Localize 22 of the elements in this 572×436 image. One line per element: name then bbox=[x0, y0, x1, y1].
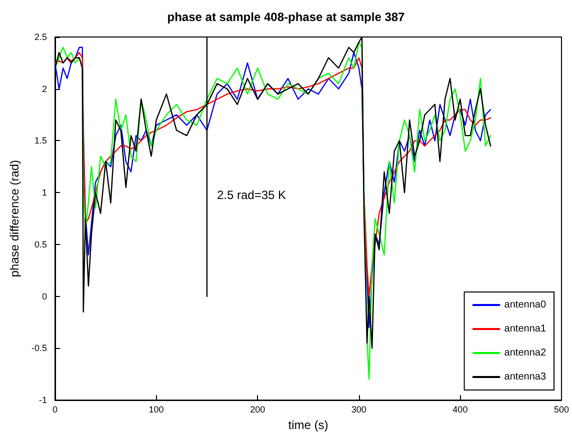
y-tick-label: 0.5 bbox=[34, 239, 47, 250]
y-tick-label: -0.5 bbox=[31, 343, 47, 354]
legend-label: antenna0 bbox=[504, 300, 546, 310]
y-tick-label: 2 bbox=[42, 84, 47, 94]
chart-title: phase at sample 408-phase at sample 387 bbox=[167, 10, 406, 24]
y-axis-title: phase difference (rad) bbox=[8, 160, 22, 278]
y-tick-label: -1 bbox=[38, 395, 47, 406]
y-tick-label: 1.5 bbox=[34, 136, 47, 146]
x-tick-label: 100 bbox=[148, 404, 164, 415]
y-tick-label: 0 bbox=[42, 291, 47, 302]
legend-label: antenna2 bbox=[504, 348, 546, 358]
legend-label: antenna1 bbox=[504, 324, 546, 334]
y-tick-label: 1 bbox=[42, 188, 47, 198]
x-tick-label: 0 bbox=[52, 404, 58, 415]
x-tick-label: 500 bbox=[554, 404, 570, 415]
y-tick-label: 2.5 bbox=[34, 32, 47, 42]
x-tick-label: 200 bbox=[250, 404, 266, 415]
x-tick-label: 300 bbox=[351, 404, 366, 415]
legend-label: antenna3 bbox=[504, 372, 546, 382]
x-tick-label: 400 bbox=[452, 404, 468, 415]
annotation: 2.5 rad=35 K bbox=[217, 188, 286, 202]
x-axis-title: time (s) bbox=[288, 418, 328, 432]
